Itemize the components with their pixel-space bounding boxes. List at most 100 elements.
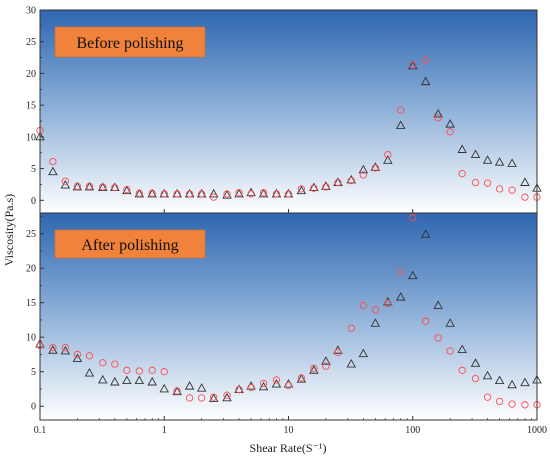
triangle-marker [445, 119, 455, 128]
triangle-marker [222, 190, 232, 199]
x-tick-label: 0.1 [34, 425, 47, 436]
triangle-marker [48, 166, 58, 176]
markers-after [35, 214, 542, 409]
y-tick-label-before: 0 [31, 196, 36, 207]
circle-marker [347, 176, 355, 185]
triangle-marker [296, 374, 307, 383]
y-axis-label: Viscosity(Pa.s) [2, 194, 16, 266]
circle-marker [458, 170, 466, 178]
circle-marker [359, 171, 367, 179]
circle-marker [483, 179, 492, 187]
triangle-marker [309, 365, 319, 374]
circle-marker [123, 185, 131, 194]
triangle-marker [134, 375, 145, 385]
circle-marker [235, 189, 243, 197]
circle-marker [397, 267, 405, 276]
triangle-marker [60, 179, 71, 189]
triangle-marker [147, 376, 157, 386]
circle-marker [272, 376, 281, 384]
circle-marker [347, 324, 355, 332]
triangle-marker [482, 370, 493, 380]
circle-marker [284, 190, 293, 198]
circle-marker [259, 189, 268, 197]
circle-marker [73, 350, 82, 359]
triangle-marker [383, 155, 393, 164]
circle-marker [223, 391, 231, 399]
triangle-marker [457, 144, 467, 153]
triangle-marker [122, 185, 132, 195]
triangle-marker [309, 182, 319, 192]
y-tick-label-after: 0 [31, 402, 36, 413]
circle-marker [334, 178, 342, 187]
circle-marker [49, 157, 57, 166]
y-axis-after: 0 5 10 15 20 25 [26, 216, 44, 413]
triangle-marker [208, 188, 219, 198]
circle-marker [223, 190, 231, 198]
circle-marker [297, 185, 306, 193]
circle-marker [148, 366, 156, 374]
annotation-box-after [54, 229, 206, 259]
circle-marker [397, 106, 405, 114]
circle-marker [409, 61, 417, 69]
triangle-marker [346, 174, 357, 184]
x-tick-label: 1000 [527, 425, 547, 436]
circle-marker [284, 381, 293, 390]
y-tick-label-before: 15 [26, 101, 36, 112]
triangle-marker [321, 181, 331, 190]
triangle-marker [358, 348, 369, 358]
y-tick-label-after: 15 [26, 298, 36, 309]
circle-marker [521, 401, 529, 409]
circle-marker [99, 359, 107, 367]
circle-marker [61, 177, 70, 185]
triangle-marker [507, 158, 517, 167]
circle-marker [371, 305, 379, 314]
x-axis: 0.1 1 10 100 1000 [34, 209, 547, 436]
circle-marker [135, 367, 143, 375]
circle-marker [359, 301, 367, 310]
circle-marker [148, 189, 156, 197]
circle-marker [135, 189, 143, 197]
triangle-marker [470, 149, 481, 159]
triangle-marker [407, 270, 418, 280]
x-tick-label: 100 [405, 425, 420, 436]
circle-marker [310, 184, 318, 192]
circle-marker [409, 214, 417, 222]
triangle-marker [184, 381, 195, 390]
triangle-marker [159, 383, 170, 393]
circle-marker [434, 114, 442, 122]
circle-marker [446, 128, 454, 136]
annotation-after: After polishing [81, 237, 178, 254]
circle-marker [173, 387, 181, 395]
triangle-marker [494, 375, 505, 385]
y-tick-label-after: 10 [26, 333, 36, 344]
circle-marker [384, 299, 392, 308]
circle-marker [185, 190, 194, 198]
triangle-marker [271, 378, 282, 388]
triangle-marker [395, 120, 406, 129]
triangle-marker [370, 318, 381, 327]
y-tick-label-before: 30 [26, 6, 36, 17]
triangle-marker [520, 377, 530, 387]
circle-marker [471, 178, 480, 187]
triangle-marker [346, 358, 357, 368]
triangle-marker [246, 187, 256, 197]
circle-marker [247, 383, 255, 392]
triangle-marker [110, 376, 120, 386]
y-tick-label-before: 20 [26, 69, 36, 80]
triangle-marker [321, 356, 331, 365]
triangle-marker [420, 76, 431, 86]
circle-marker [495, 397, 504, 406]
circle-marker [495, 185, 504, 193]
x-tick-label: 10 [284, 425, 294, 436]
triangle-marker [246, 381, 256, 390]
triangle-marker [196, 383, 207, 392]
triangle-marker [395, 292, 406, 301]
triangle-marker [234, 188, 244, 198]
y-tick-label-before: 10 [26, 132, 36, 143]
y-tick-label-before: 25 [26, 37, 36, 48]
circle-marker [111, 360, 119, 368]
triangle-marker [433, 300, 443, 309]
circle-marker [297, 374, 306, 382]
triangle-marker [507, 379, 517, 389]
circle-marker [322, 362, 330, 370]
